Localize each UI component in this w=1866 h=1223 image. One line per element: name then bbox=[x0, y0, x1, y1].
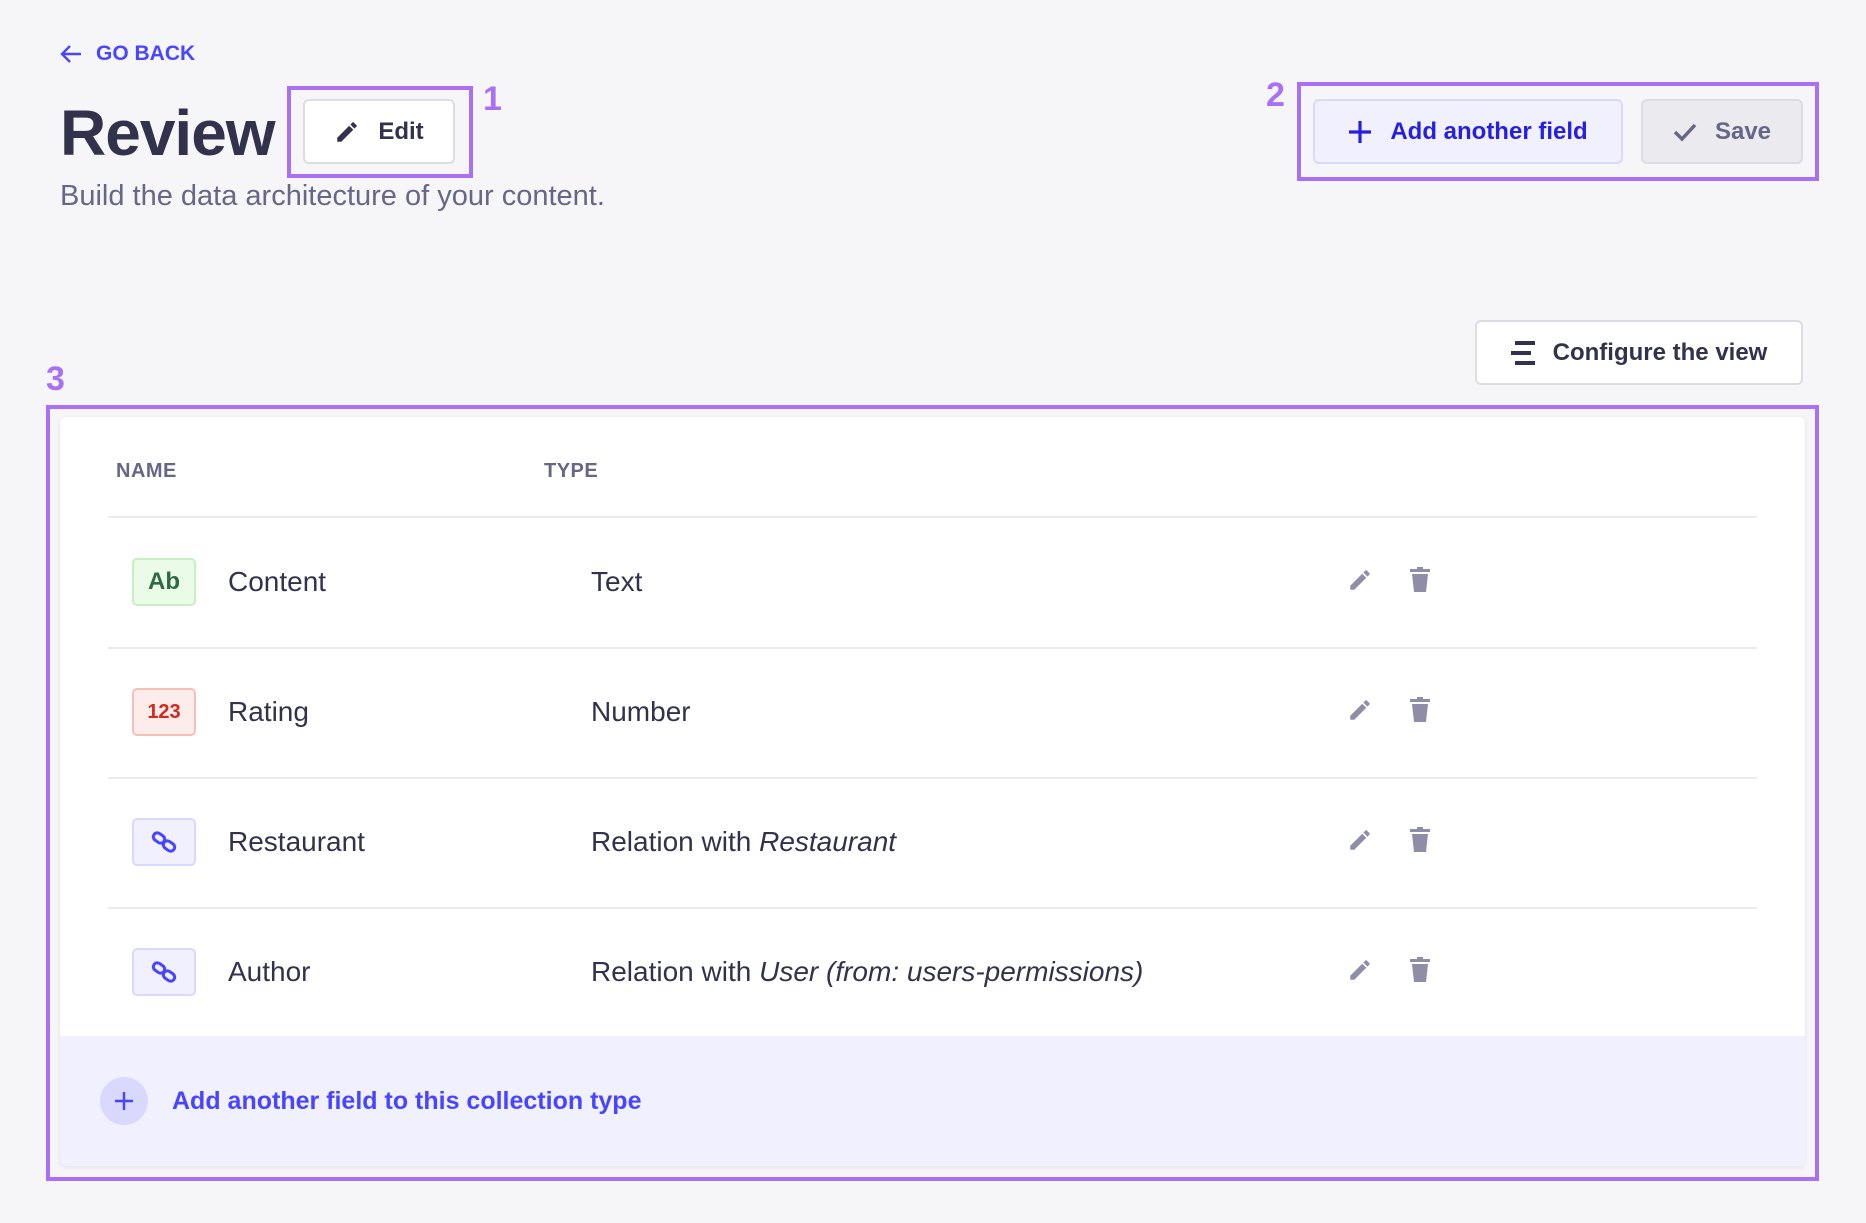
edit-field-button[interactable] bbox=[1344, 696, 1376, 728]
add-field-to-collection-button[interactable]: Add another field to this collection typ… bbox=[60, 1036, 1805, 1166]
configure-label: Configure the view bbox=[1552, 338, 1768, 366]
column-header-type: TYPE bbox=[544, 460, 599, 482]
column-header-name: NAME bbox=[116, 460, 177, 482]
delete-field-button[interactable] bbox=[1404, 566, 1436, 598]
delete-field-button[interactable] bbox=[1404, 956, 1436, 988]
field-type-label: Relation with bbox=[591, 956, 760, 987]
delete-field-button[interactable] bbox=[1404, 826, 1436, 858]
pencil-icon bbox=[1347, 697, 1373, 728]
relation-target: User (from: users-permissions) bbox=[759, 956, 1144, 987]
edit-field-button[interactable] bbox=[1344, 826, 1376, 858]
save-button[interactable]: Save bbox=[1641, 99, 1803, 164]
trash-icon bbox=[1409, 566, 1431, 598]
field-name: Restaurant bbox=[228, 826, 365, 857]
table-row[interactable]: 123 Rating Number bbox=[108, 647, 1757, 777]
arrow-left-icon bbox=[60, 45, 81, 63]
go-back-link[interactable]: GO BACK bbox=[60, 42, 195, 66]
edit-field-button[interactable] bbox=[1344, 566, 1376, 598]
field-type: Text bbox=[591, 566, 642, 598]
delete-field-button[interactable] bbox=[1404, 696, 1436, 728]
text-type-icon: Ab bbox=[132, 558, 196, 606]
annotation-label-2: 2 bbox=[1266, 76, 1285, 114]
save-label: Save bbox=[1714, 117, 1772, 145]
configure-view-button[interactable]: Configure the view bbox=[1475, 320, 1803, 385]
page-title: Review bbox=[60, 97, 276, 169]
field-type-label: Text bbox=[591, 566, 643, 597]
annotation-box-1 bbox=[287, 86, 473, 178]
field-type: Number bbox=[591, 696, 691, 728]
divider bbox=[108, 907, 1757, 909]
relation-icon bbox=[132, 818, 196, 866]
trash-icon bbox=[1409, 956, 1431, 988]
annotation-label-3: 3 bbox=[46, 360, 65, 398]
list-settings-icon bbox=[1510, 340, 1535, 365]
edit-button[interactable]: Edit bbox=[303, 99, 455, 164]
plus-circle-icon bbox=[100, 1077, 148, 1125]
badge-label: 123 bbox=[147, 700, 181, 723]
edit-field-button[interactable] bbox=[1344, 956, 1376, 988]
field-type: Relation with Restaurant bbox=[591, 826, 896, 858]
pencil-icon bbox=[337, 121, 358, 142]
table-row[interactable]: Author Relation with User (from: users-pe… bbox=[108, 907, 1757, 1037]
trash-icon bbox=[1409, 826, 1431, 858]
field-name: Content bbox=[228, 566, 327, 597]
field-type-label: Number bbox=[591, 696, 691, 727]
relation-target: Restaurant bbox=[759, 826, 897, 857]
fields-table: NAME TYPE Ab Content Text 123 Rating Number Re… bbox=[60, 417, 1805, 1166]
pencil-icon bbox=[1347, 567, 1373, 598]
field-type-label: Relation with bbox=[591, 826, 760, 857]
number-type-icon: 123 bbox=[132, 688, 196, 736]
divider bbox=[108, 777, 1757, 779]
check-icon bbox=[1673, 123, 1697, 141]
page-subtitle: Build the data architecture of your cont… bbox=[60, 180, 605, 212]
annotation-label-1: 1 bbox=[483, 80, 502, 118]
edit-label: Edit bbox=[378, 117, 424, 145]
add-field-label: Add another field bbox=[1390, 117, 1588, 145]
field-name: Author bbox=[228, 956, 311, 987]
annotation-box-2 bbox=[1297, 82, 1819, 181]
relation-icon bbox=[132, 948, 196, 996]
field-type: Relation with User (from: users-permissi… bbox=[591, 956, 1143, 988]
add-field-to-collection-label: Add another field to this collection typ… bbox=[172, 1086, 642, 1115]
plus-icon bbox=[1349, 120, 1372, 143]
divider bbox=[108, 647, 1757, 649]
go-back-label: GO BACK bbox=[96, 42, 196, 65]
table-row[interactable]: Restaurant Relation with Restaurant bbox=[108, 777, 1757, 907]
divider bbox=[108, 516, 1757, 518]
trash-icon bbox=[1409, 696, 1431, 728]
pencil-icon bbox=[1347, 957, 1373, 988]
field-name: Rating bbox=[228, 696, 309, 727]
badge-label: Ab bbox=[148, 568, 180, 595]
pencil-icon bbox=[1347, 827, 1373, 858]
add-another-field-button[interactable]: Add another field bbox=[1313, 99, 1623, 164]
table-row[interactable]: Ab Content Text bbox=[108, 517, 1757, 647]
